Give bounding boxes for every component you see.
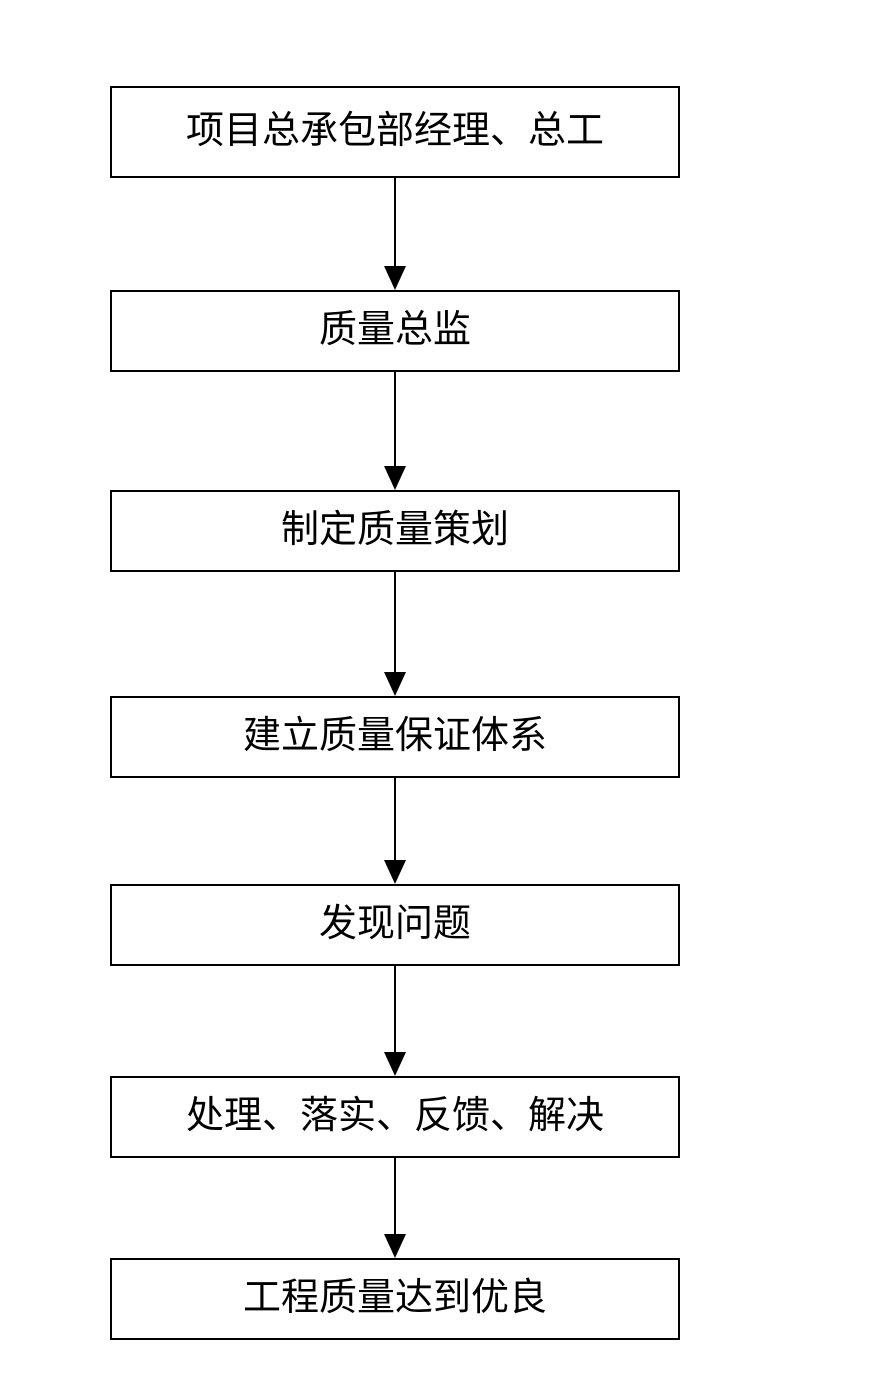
flowchart-node-label: 项目总承包部经理、总工 (186, 111, 604, 153)
flowchart-node-label: 工程质量达到优良 (243, 1278, 547, 1320)
flowchart-node-n4: 建立质量保证体系 (110, 696, 680, 778)
flowchart-canvas: 项目总承包部经理、总工质量总监制定质量策划建立质量保证体系发现问题处理、落实、反… (0, 0, 872, 1392)
arrowhead-icon (384, 1234, 406, 1258)
flowchart-node-n7: 工程质量达到优良 (110, 1258, 680, 1340)
arrowhead-icon (384, 466, 406, 490)
flowchart-node-n6: 处理、落实、反馈、解决 (110, 1076, 680, 1158)
flowchart-node-label: 制定质量策划 (281, 510, 509, 552)
flowchart-node-n2: 质量总监 (110, 290, 680, 372)
flowchart-node-label: 建立质量保证体系 (243, 716, 547, 758)
arrowhead-icon (384, 672, 406, 696)
arrowhead-icon (384, 1052, 406, 1076)
flowchart-node-n5: 发现问题 (110, 884, 680, 966)
flowchart-node-n3: 制定质量策划 (110, 490, 680, 572)
arrowhead-icon (384, 266, 406, 290)
arrowhead-icon (384, 860, 406, 884)
flowchart-node-label: 发现问题 (319, 904, 471, 946)
flowchart-node-label: 处理、落实、反馈、解决 (186, 1096, 604, 1138)
flowchart-node-n1: 项目总承包部经理、总工 (110, 86, 680, 178)
flowchart-node-label: 质量总监 (319, 310, 471, 352)
